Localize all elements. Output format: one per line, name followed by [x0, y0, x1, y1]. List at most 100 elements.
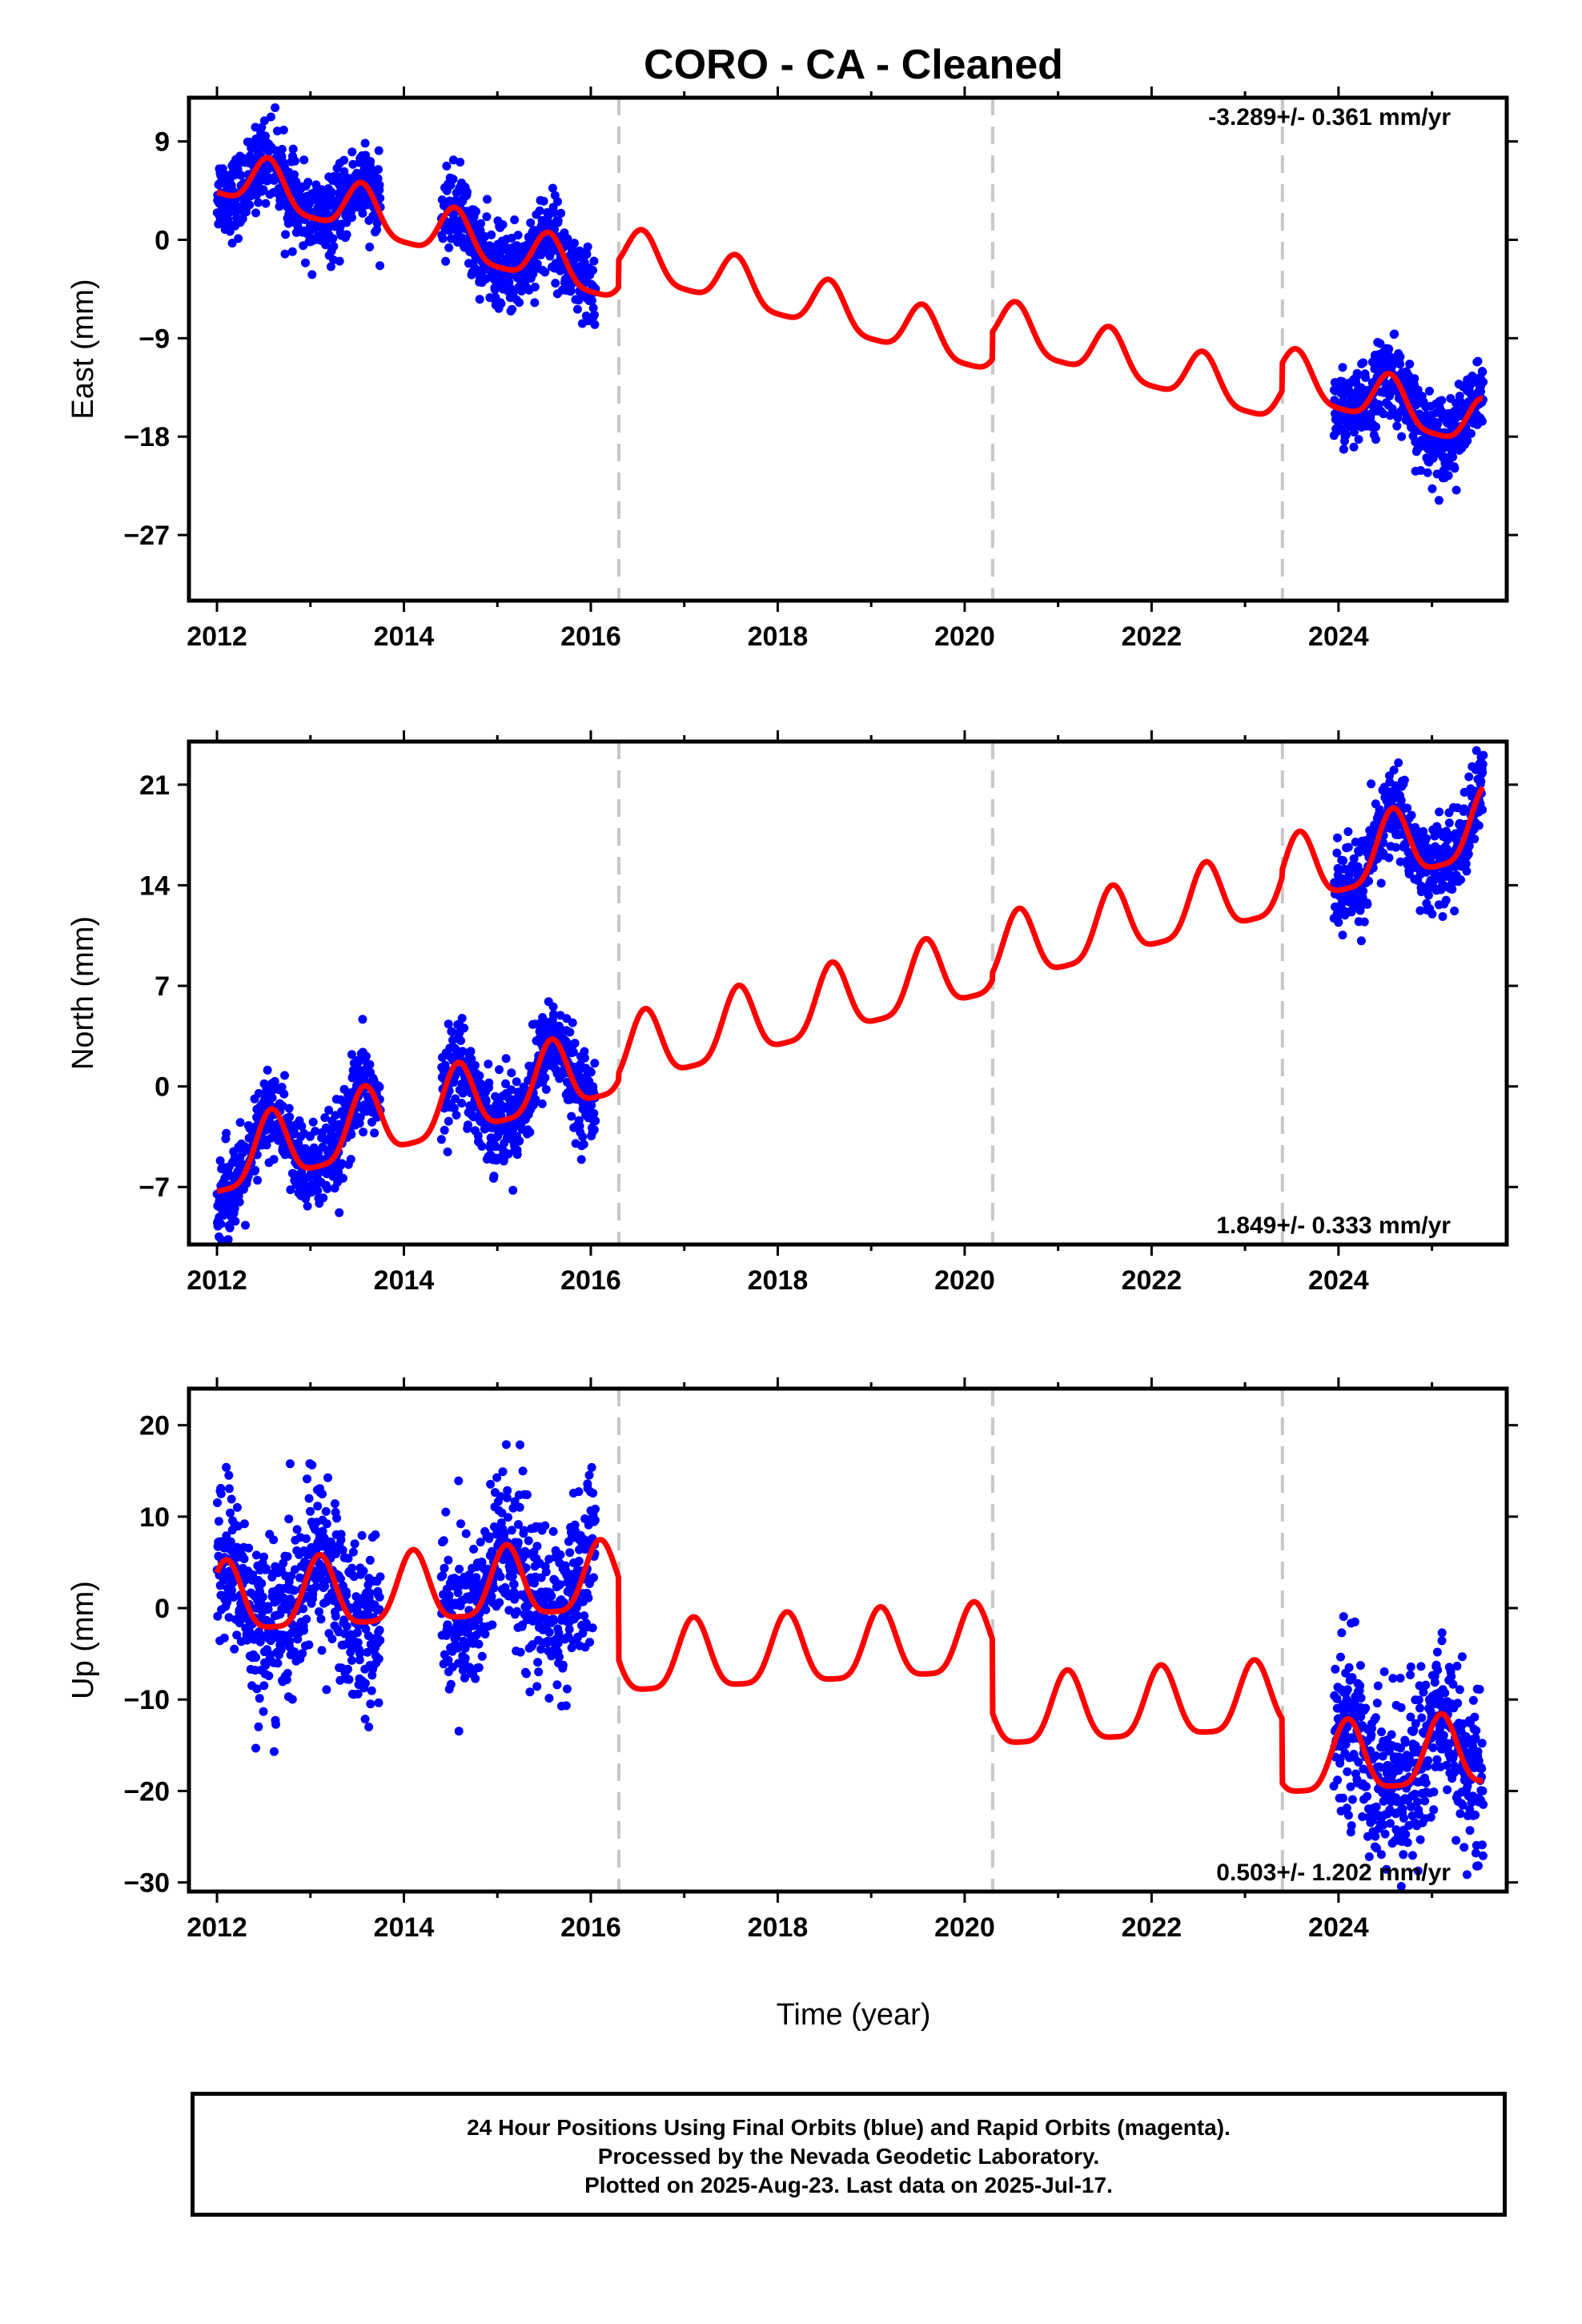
data-point [1460, 1843, 1469, 1852]
data-point [1450, 907, 1460, 915]
data-point [1478, 1786, 1488, 1795]
data-point [1375, 339, 1385, 348]
data-point [269, 1155, 279, 1164]
data-point [370, 1128, 379, 1138]
data-point [375, 1635, 385, 1645]
data-point [301, 258, 310, 267]
data-point [304, 1640, 314, 1650]
data-point [331, 1611, 340, 1621]
data-point [572, 304, 582, 314]
data-point [375, 1082, 384, 1092]
data-point [254, 1722, 263, 1731]
data-point [223, 1235, 233, 1244]
data-point [540, 1073, 550, 1083]
data-point [586, 1068, 596, 1077]
data-point [281, 230, 291, 239]
data-point [287, 247, 297, 256]
data-point [1338, 377, 1347, 387]
data-point [548, 1526, 558, 1536]
data-point [357, 1530, 367, 1540]
data-point [307, 270, 317, 279]
data-point [525, 1687, 535, 1697]
data-point [1429, 1805, 1439, 1815]
data-point [283, 1669, 292, 1678]
data-point [359, 1128, 368, 1137]
data-point [1464, 850, 1473, 859]
data-point [1407, 810, 1416, 820]
panel-1: 2012 2014 2016 2018 2020 2022 202490−9−18−27Ea… [66, 86, 1518, 652]
data-point [495, 1598, 504, 1607]
data-point [1437, 1628, 1447, 1638]
data-point [1414, 1695, 1423, 1705]
data-point [1428, 453, 1438, 463]
data-point [590, 1515, 600, 1525]
data-point [318, 1490, 327, 1499]
data-point [570, 1039, 580, 1048]
x-tick-label: 2020 [934, 1912, 995, 1943]
data-point [441, 256, 451, 266]
data-point [1437, 1636, 1447, 1646]
y-tick-label: −30 [123, 1868, 170, 1899]
data-point [544, 1694, 554, 1703]
data-point [448, 175, 458, 184]
data-point [1371, 422, 1381, 432]
data-point [375, 261, 384, 271]
data-point [1423, 1755, 1433, 1765]
data-point [227, 1494, 236, 1504]
data-point [360, 139, 370, 148]
data-point [308, 1117, 318, 1127]
data-point [303, 1474, 311, 1484]
data-point [1376, 879, 1386, 888]
data-point [224, 1470, 234, 1480]
data-point [288, 144, 298, 154]
data-point [513, 1538, 523, 1547]
y-axis-label: North (mm) [66, 916, 100, 1070]
data-point [1396, 1703, 1406, 1712]
data-point [1377, 1727, 1386, 1737]
data-point [1426, 1812, 1435, 1822]
data-point [323, 1184, 332, 1193]
data-point [515, 1502, 524, 1512]
data-point [1395, 360, 1405, 369]
data-point [548, 1002, 558, 1011]
data-point [524, 1536, 533, 1546]
data-point [1363, 1791, 1372, 1801]
data-point [1433, 1665, 1443, 1675]
data-point [355, 1649, 364, 1659]
data-point [306, 1506, 315, 1516]
data-point [1339, 444, 1348, 454]
data-point [496, 299, 506, 308]
x-tick-label: 2016 [560, 1265, 621, 1296]
data-point [336, 1530, 346, 1539]
data-point [271, 103, 280, 112]
data-point [277, 1083, 287, 1092]
data-point [251, 1165, 260, 1175]
data-point [290, 1647, 299, 1657]
data-point [1403, 1838, 1412, 1848]
data-point [1391, 842, 1400, 852]
data-point [263, 1065, 272, 1075]
data-point [541, 1567, 551, 1577]
data-point [269, 1747, 279, 1756]
data-point [286, 1185, 295, 1195]
data-point [519, 1526, 528, 1535]
data-point [456, 1036, 465, 1045]
data-point [330, 1499, 339, 1509]
data-point [1477, 1764, 1487, 1773]
data-point [589, 1573, 598, 1582]
data-point [540, 1521, 550, 1530]
data-point [1478, 805, 1488, 814]
data-point [1456, 397, 1465, 407]
data-point [480, 1630, 490, 1638]
data-point [375, 1572, 385, 1582]
data-point [235, 1197, 244, 1207]
data-point [285, 1459, 295, 1469]
data-point [481, 1605, 491, 1614]
data-point [230, 1204, 239, 1213]
data-point [1467, 428, 1476, 438]
y-tick-label: −20 [123, 1776, 170, 1807]
data-point [472, 207, 480, 216]
y-tick-label: 10 [139, 1502, 170, 1533]
x-tick-label: 2018 [748, 621, 809, 652]
data-point [1361, 373, 1370, 382]
